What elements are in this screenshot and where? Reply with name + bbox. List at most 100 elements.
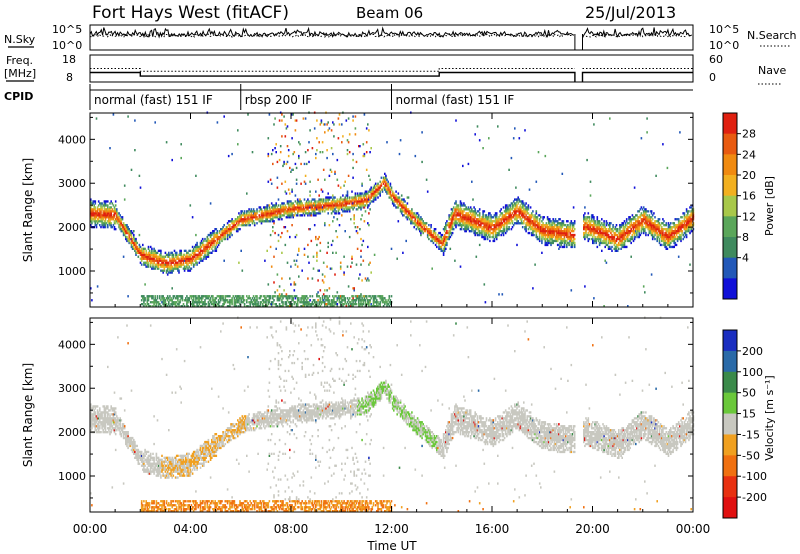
power-cell xyxy=(145,257,147,260)
power-cell xyxy=(342,200,344,203)
power-cell xyxy=(339,295,342,298)
power-cell xyxy=(639,216,642,219)
power-cell xyxy=(502,228,505,231)
power-cell xyxy=(352,115,354,118)
power-cell xyxy=(140,263,143,266)
power-cell xyxy=(464,222,466,225)
power-cell xyxy=(499,214,501,217)
power-cell xyxy=(425,222,428,225)
power-cell xyxy=(302,303,305,306)
power-cell xyxy=(284,206,287,209)
power-cell xyxy=(516,206,518,209)
power-cell xyxy=(459,208,462,211)
power-cell xyxy=(592,237,594,241)
power-cell xyxy=(208,245,211,249)
power-cell xyxy=(252,295,255,298)
power-cell xyxy=(589,222,592,225)
power-cell xyxy=(538,226,541,229)
power-cell xyxy=(419,218,421,221)
power-cell xyxy=(91,220,93,223)
cpid-segment-label: rbsp 200 IF xyxy=(245,93,312,107)
power-cell xyxy=(556,226,559,229)
power-cell xyxy=(468,224,471,227)
power-cell xyxy=(332,239,334,243)
power-cell xyxy=(365,127,368,130)
power-cell xyxy=(414,224,417,227)
power-cell xyxy=(243,303,246,306)
power-cell xyxy=(188,297,190,300)
power-cell xyxy=(342,198,344,201)
power-cell xyxy=(362,303,365,306)
power-cell xyxy=(256,297,258,300)
power-cell xyxy=(488,220,490,223)
power-cell xyxy=(227,230,230,233)
power-cell xyxy=(389,301,392,304)
power-cell xyxy=(602,230,604,233)
power-cell xyxy=(212,249,214,252)
power-cell xyxy=(542,218,544,221)
power-cell xyxy=(367,245,369,249)
power-cell xyxy=(611,245,613,249)
power-cell xyxy=(362,204,365,207)
power-cell xyxy=(507,212,509,215)
power-cell xyxy=(339,186,342,189)
power-cell xyxy=(235,226,238,229)
power-cell xyxy=(361,192,363,195)
power-cell xyxy=(135,253,137,256)
power-cell xyxy=(520,214,523,217)
power-cell xyxy=(263,301,265,304)
power-cell xyxy=(332,299,334,302)
power-cell xyxy=(227,224,230,227)
power-cell xyxy=(313,301,316,304)
power-cell xyxy=(282,297,284,300)
power-cell xyxy=(204,253,206,256)
power-cell xyxy=(625,235,628,239)
power-cell xyxy=(332,305,334,308)
power-cell xyxy=(589,220,592,223)
power-cell xyxy=(322,123,325,126)
power-cell xyxy=(238,305,240,308)
power-cell xyxy=(629,237,631,241)
power-cell xyxy=(303,198,306,201)
power-cell xyxy=(604,241,606,245)
power-cell xyxy=(524,216,526,219)
power-cell xyxy=(326,265,328,268)
power-cell xyxy=(344,198,346,201)
power-cell xyxy=(471,210,473,213)
power-cell xyxy=(190,263,193,266)
power-cell xyxy=(162,265,164,268)
power-cell xyxy=(501,224,504,227)
power-cell xyxy=(638,210,640,213)
power-cell xyxy=(625,218,628,221)
power-cell xyxy=(329,208,332,211)
power-cell xyxy=(355,160,358,164)
power-cell xyxy=(326,204,328,207)
power-cell xyxy=(260,210,263,213)
power-cell xyxy=(449,231,452,235)
power-cell xyxy=(339,202,342,205)
power-cell xyxy=(227,228,230,231)
power-cell xyxy=(185,267,187,270)
power-cell xyxy=(501,231,504,235)
power-cell xyxy=(492,235,495,239)
power-cell xyxy=(223,299,225,302)
power-cell xyxy=(234,226,237,229)
power-cell xyxy=(281,119,283,122)
power-cell xyxy=(240,297,242,300)
power-cell xyxy=(598,243,601,247)
power-cell xyxy=(352,202,354,205)
power-cell xyxy=(566,230,568,233)
power-cell xyxy=(388,188,391,191)
power-cell xyxy=(395,206,397,209)
power-cell xyxy=(555,239,558,243)
power-cell xyxy=(508,226,510,229)
power-cell xyxy=(326,305,328,308)
power-cell xyxy=(265,218,267,221)
power-cell xyxy=(144,299,146,302)
power-cell xyxy=(508,214,510,217)
power-cell xyxy=(170,261,172,264)
power-cell xyxy=(492,220,495,223)
power-cell xyxy=(225,299,228,302)
power-cell xyxy=(175,297,178,300)
power-cell xyxy=(346,139,349,142)
